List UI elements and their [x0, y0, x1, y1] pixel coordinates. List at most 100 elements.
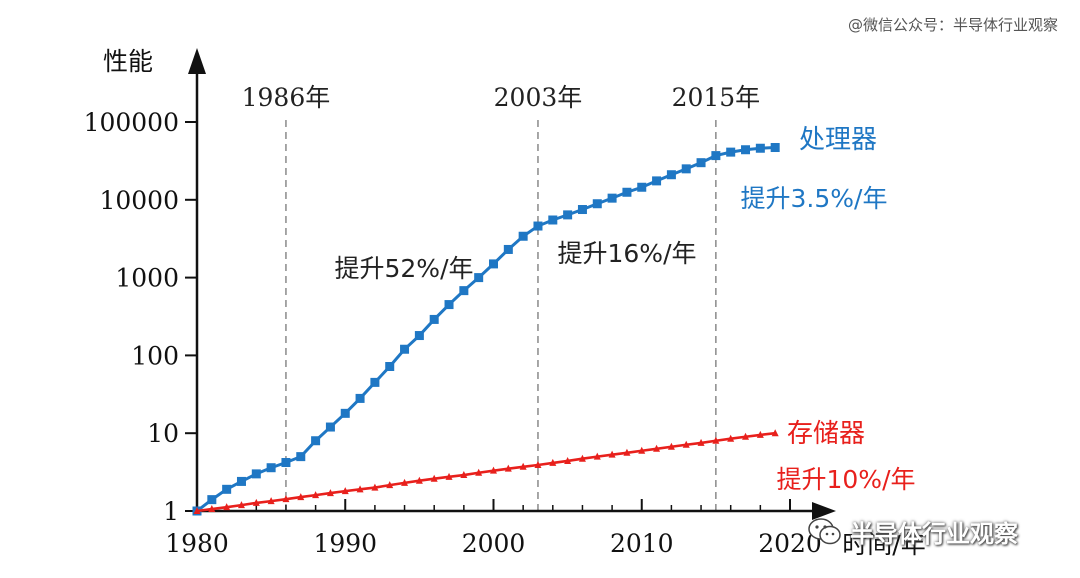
memory-point-2011	[653, 444, 661, 452]
memory-point-1998	[460, 471, 468, 479]
axes	[188, 48, 836, 520]
memory-point-2019	[771, 429, 779, 437]
memory-point-2010	[638, 446, 646, 454]
memory-point-1992	[371, 483, 379, 491]
series-label-memory: 存储器	[787, 419, 865, 449]
memory-point-2018	[756, 430, 764, 438]
memory-point-1994	[401, 478, 409, 486]
memory-point-1997	[445, 472, 453, 480]
series-label-processor: 处理器	[799, 125, 877, 155]
processor-point-2002	[518, 231, 528, 241]
processor-point-1993	[385, 361, 395, 371]
memory-point-2012	[667, 442, 675, 450]
memory-point-2004	[549, 458, 557, 466]
memory-point-1987	[297, 493, 305, 501]
memory-point-2017	[742, 432, 750, 440]
memory-point-1996	[430, 474, 438, 482]
memory-point-2016	[727, 434, 735, 442]
reference-label-2003: 2003年	[494, 83, 583, 112]
processor-point-1991	[355, 393, 365, 403]
processor-point-2005	[563, 210, 573, 220]
processor-point-2019	[770, 143, 780, 153]
watermark-bottom: 半导体行业观察	[808, 514, 1018, 549]
x-tick-label-2010: 2010	[610, 529, 674, 558]
series-processor	[192, 143, 780, 516]
y-tick-label-10: 10	[147, 419, 179, 448]
processor-point-2014	[696, 158, 706, 168]
memory-point-1983	[237, 501, 245, 509]
processor-point-2006	[577, 205, 587, 215]
processor-point-2007	[592, 199, 602, 209]
annotation-growth-10: 提升10%/年	[777, 465, 916, 494]
memory-point-1989	[326, 489, 334, 497]
processor-point-1988	[311, 436, 321, 446]
wechat-icon	[808, 517, 841, 544]
processor-point-1995	[414, 331, 424, 341]
memory-point-2001	[504, 464, 512, 472]
y-tick-label-100000: 100000	[84, 108, 179, 137]
memory-point-2007	[593, 452, 601, 460]
processor-point-2001	[503, 244, 513, 254]
processor-point-1994	[400, 344, 410, 354]
reference-label-2015: 2015年	[672, 83, 761, 112]
memory-point-1995	[415, 476, 423, 484]
memory-point-2015	[712, 436, 720, 444]
memory-point-2005	[564, 456, 572, 464]
processor-point-1982	[222, 484, 232, 494]
processor-point-2012	[666, 170, 676, 180]
processor-point-1992	[370, 377, 380, 387]
memory-point-2009	[623, 448, 631, 456]
y-tick-label-1: 1	[163, 497, 179, 526]
x-axis-arrow	[812, 502, 836, 520]
y-tick-label-100: 100	[131, 341, 179, 370]
memory-point-2000	[490, 466, 497, 474]
memory-point-2006	[578, 454, 586, 462]
processor-point-1990	[340, 408, 350, 418]
processor-point-2009	[622, 187, 632, 197]
vertical-reference-lines	[285, 120, 717, 512]
processor-point-1998	[459, 286, 469, 296]
processor-point-2010	[637, 182, 647, 192]
memory-point-1981	[208, 505, 216, 513]
y-tick-label-10000: 10000	[99, 186, 179, 215]
processor-point-2004	[548, 215, 558, 225]
reference-label-1986: 1986年	[242, 83, 331, 112]
annotation-growth-52: 提升52%/年	[335, 254, 474, 283]
processor-point-1986	[281, 458, 291, 468]
memory-point-1980	[193, 507, 201, 514]
processor-point-2011	[652, 176, 662, 186]
watermark-top: @微信公众号：半导体行业观察	[847, 16, 1058, 34]
memory-point-1982	[223, 503, 231, 511]
processor-point-2008	[607, 193, 617, 203]
x-tick-label-2000: 2000	[462, 529, 526, 558]
processor-point-2016	[726, 147, 736, 157]
memory-point-1988	[312, 491, 320, 499]
memory-point-1984	[252, 498, 260, 506]
processor-point-1997	[444, 300, 454, 310]
y-axis-arrow	[188, 48, 206, 74]
watermark-bottom-label: 半导体行业观察	[850, 520, 1018, 548]
processor-point-2018	[755, 143, 765, 153]
processor-point-1984	[251, 469, 261, 479]
processor-point-1985	[266, 463, 276, 473]
processor-point-2013	[681, 164, 691, 174]
memory-point-2002	[519, 462, 527, 470]
y-axis-title: 性能	[103, 47, 153, 76]
processor-point-2015	[711, 151, 721, 161]
memory-point-1986	[282, 495, 290, 503]
memory-point-1990	[341, 487, 349, 495]
memory-point-2008	[608, 450, 616, 458]
memory-point-1999	[475, 468, 483, 476]
x-axis-title: 时间/年	[842, 530, 925, 559]
processor-point-1987	[296, 452, 306, 462]
x-tick-label-1990: 1990	[313, 529, 377, 558]
processor-point-1996	[429, 314, 439, 324]
processor-point-2000	[489, 259, 498, 269]
x-tick-label-1980: 1980	[165, 529, 229, 558]
series-memory	[193, 429, 779, 514]
processor-point-2003	[533, 221, 543, 231]
series-line-memory	[196, 431, 776, 513]
processor-point-2017	[741, 145, 751, 155]
